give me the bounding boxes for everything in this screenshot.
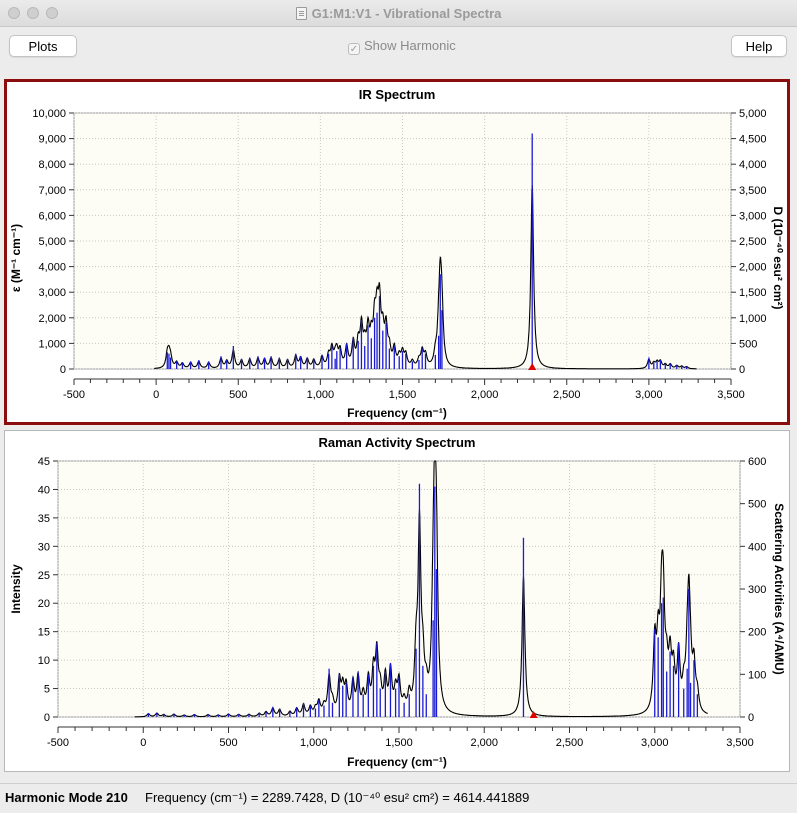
window-title: G1:M1:V1 - Vibrational Spectra [0,6,797,21]
ir-x-tick-label: 0 [153,389,159,401]
status-bar: Harmonic Mode 210 Frequency (cm⁻¹) = 228… [0,783,797,813]
ir-right-tick-label: 500 [739,338,757,350]
ir-x-tick-label: 3,500 [717,389,745,401]
ir-left-tick-label: 1,000 [38,338,66,350]
raman-x-tick-label: 2,500 [556,737,584,749]
document-icon [295,7,307,20]
raman-x-tick-label: 2,000 [470,737,498,749]
ir-right-tick-label: 0 [739,364,745,376]
ir-right-tick-label: 3,000 [739,210,767,222]
raman-left-axis-label: Intensity [9,564,23,614]
raman-right-tick-label: 600 [748,456,766,468]
ir-x-tick-label: -500 [63,389,85,401]
ir-right-axis-label: D (10⁻⁴⁰ esu² cm²) [771,206,785,309]
show-harmonic-checkbox[interactable]: ✓ Show Harmonic [348,38,456,55]
raman-left-tick-label: 10 [38,655,50,667]
ir-x-tick-label: 1,500 [389,389,417,401]
ir-left-tick-label: 7,000 [38,185,66,197]
ir-left-tick-label: 10,000 [32,108,66,120]
ir-right-tick-label: 1,000 [739,313,767,325]
zoom-window-button[interactable] [46,7,58,19]
ir-right-tick-label: 1,500 [739,287,767,299]
ir-chart-title: IR Spectrum [359,87,436,102]
raman-x-tick-label: 0 [140,737,146,749]
ir-left-tick-label: 6,000 [38,210,66,222]
ir-right-tick-label: 2,000 [739,262,767,274]
raman-right-tick-label: 300 [748,584,766,596]
raman-left-tick-label: 40 [38,484,50,496]
ir-left-tick-label: 9,000 [38,134,66,146]
raman-left-tick-label: 35 [38,513,50,525]
ir-right-tick-label: 2,500 [739,236,767,248]
ir-left-tick-label: 2,000 [38,313,66,325]
ir-left-tick-label: 3,000 [38,287,66,299]
plots-button[interactable]: Plots [9,35,77,57]
ir-right-tick-label: 3,500 [739,185,767,197]
raman-x-tick-label: 1,000 [300,737,328,749]
raman-right-axis-label: Scattering Activities (A⁴/AMU) [772,503,786,675]
raman-left-tick-label: 5 [44,684,50,696]
raman-spectrum-chart[interactable]: Raman Activity Spectrum Frequency (cm⁻¹)… [5,431,789,771]
ir-spectrum-chart[interactable]: IR Spectrum Frequency (cm⁻¹) ε (M⁻¹ cm⁻¹… [7,82,787,422]
ir-selected-mode-marker [528,363,537,370]
raman-right-tick-label: 400 [748,541,766,553]
ir-x-tick-label: 2,500 [553,389,581,401]
raman-left-tick-label: 20 [38,598,50,610]
raman-left-tick-label: 45 [38,456,50,468]
raman-x-tick-label: -500 [47,737,69,749]
checkmark-icon: ✓ [348,43,360,55]
raman-right-tick-label: 500 [748,499,766,511]
raman-x-tick-label: 500 [219,737,237,749]
ir-envelope-line [154,185,697,370]
raman-spectrum-panel[interactable]: Raman Activity Spectrum Frequency (cm⁻¹)… [4,430,790,772]
ir-x-tick-label: 500 [229,389,247,401]
ir-left-tick-label: 4,000 [38,262,66,274]
raman-left-tick-label: 25 [38,570,50,582]
raman-x-axis-label: Frequency (cm⁻¹) [347,755,447,769]
window-titlebar[interactable]: G1:M1:V1 - Vibrational Spectra [0,0,797,27]
ir-x-tick-label: 3,000 [635,389,663,401]
close-window-button[interactable] [8,7,20,19]
raman-x-tick-label: 1,500 [385,737,413,749]
ir-spectrum-panel[interactable]: IR Spectrum Frequency (cm⁻¹) ε (M⁻¹ cm⁻¹… [4,79,790,425]
ir-right-tick-label: 4,500 [739,134,767,146]
raman-right-tick-label: 0 [748,712,754,724]
raman-right-tick-label: 200 [748,627,766,639]
raman-x-tick-label: 3,000 [641,737,669,749]
frequency-readout: Frequency (cm⁻¹) = 2289.7428, D (10⁻⁴⁰ e… [145,790,530,805]
raman-right-tick-label: 100 [748,669,766,681]
raman-x-tick-label: 3,500 [726,737,754,749]
raman-selected-mode-marker [529,711,538,718]
minimize-window-button[interactable] [27,7,39,19]
raman-left-tick-label: 15 [38,627,50,639]
ir-left-axis-label: ε (M⁻¹ cm⁻¹) [9,224,23,292]
ir-left-tick-label: 5,000 [38,236,66,248]
ir-right-tick-label: 4,000 [739,159,767,171]
ir-left-tick-label: 0 [60,364,66,376]
help-button[interactable]: Help [731,35,787,57]
harmonic-mode-label: Harmonic Mode 210 [5,790,128,805]
raman-left-tick-label: 0 [44,712,50,724]
raman-chart-title: Raman Activity Spectrum [318,435,475,450]
ir-x-tick-label: 2,000 [471,389,499,401]
raman-left-tick-label: 30 [38,541,50,553]
ir-x-tick-label: 1,000 [307,389,335,401]
raman-envelope-line [134,460,708,718]
ir-left-tick-label: 8,000 [38,159,66,171]
ir-right-tick-label: 5,000 [739,108,767,120]
ir-x-axis-label: Frequency (cm⁻¹) [347,406,447,420]
